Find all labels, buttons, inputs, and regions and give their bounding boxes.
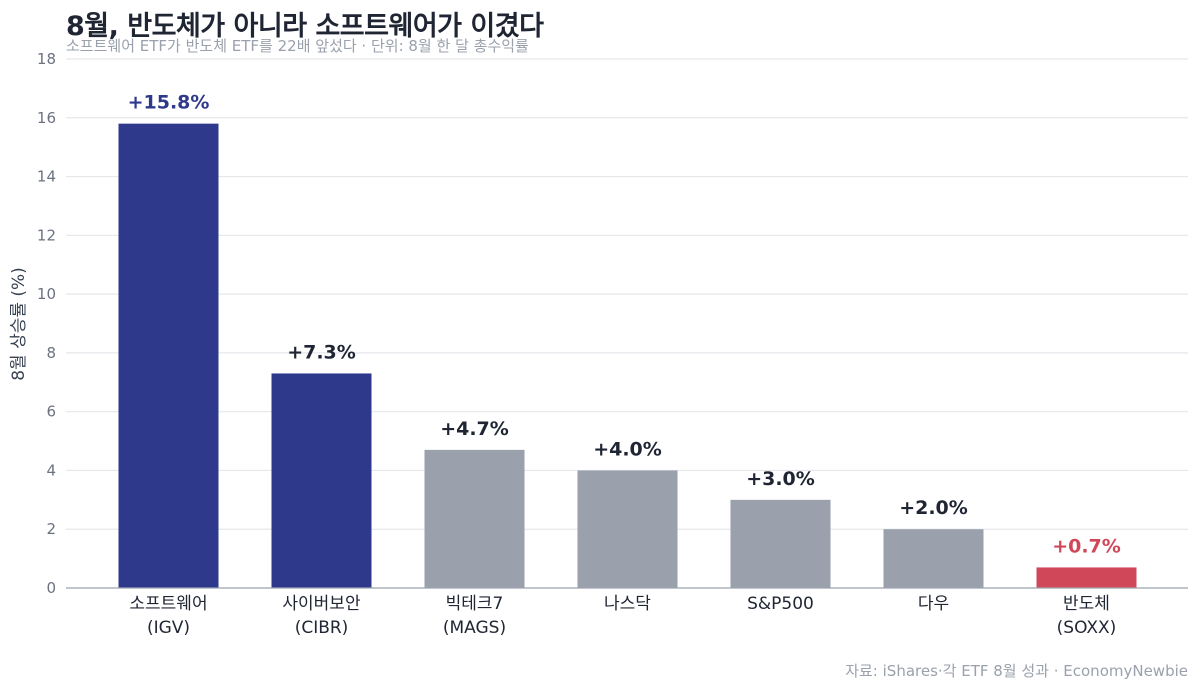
value-label: +4.7% [440, 418, 509, 440]
y-tick-label: 4 [46, 461, 56, 479]
category-sublabel: (SOXX) [1057, 618, 1117, 638]
y-tick-label: 6 [46, 403, 56, 421]
category-label: 다우 [918, 594, 949, 614]
bar [1036, 567, 1137, 588]
y-tick-label: 16 [37, 109, 56, 127]
source-note: 자료: iShares·각 ETF 8월 성과 · EconomyNewbie [845, 662, 1188, 680]
y-tick-label: 8 [46, 344, 56, 362]
bar [883, 529, 984, 588]
y-tick-label: 0 [46, 579, 56, 597]
value-label: +0.7% [1052, 535, 1121, 557]
category-sublabel: (CIBR) [295, 618, 349, 638]
y-axis-ticks: 0 2 4 6 8 10 12 14 16 18 [37, 50, 56, 597]
bar [118, 123, 219, 589]
category-label: 반도체 [1063, 594, 1110, 614]
value-label: +2.0% [899, 497, 968, 519]
bar [424, 449, 525, 588]
value-labels: +15.8% +7.3% +4.7% +4.0% +3.0% +2.0% +0.7% [128, 92, 1121, 558]
y-tick-label: 2 [46, 520, 56, 538]
category-label: 소프트웨어 [129, 594, 207, 614]
category-sublabel: (IGV) [147, 618, 190, 638]
bar [730, 499, 831, 588]
category-label: 나스닥 [604, 594, 651, 614]
y-tick-label: 14 [37, 168, 56, 186]
y-axis-label: 8월 상승률 (%) [9, 267, 29, 381]
bars [118, 123, 1137, 589]
y-tick-label: 12 [37, 226, 56, 244]
y-tick-label: 18 [37, 50, 56, 68]
value-label: +4.0% [593, 438, 662, 460]
y-tick-label: 10 [37, 285, 56, 303]
value-label: +7.3% [287, 341, 356, 363]
category-sublabel: (MAGS) [443, 618, 506, 638]
category-label: 사이버보안 [282, 594, 361, 614]
value-label: +15.8% [128, 92, 210, 114]
chart-title: 8월, 반도체가 아니라 소프트웨어가 이겼다 [66, 11, 544, 42]
bar [577, 470, 678, 588]
bar [271, 373, 372, 588]
category-label: S&P500 [747, 594, 814, 614]
category-label: 빅테크7 [446, 594, 504, 614]
value-label: +3.0% [746, 468, 815, 490]
category-labels: 소프트웨어 (IGV) 사이버보안 (CIBR) 빅테크7 (MAGS) 나스닥 S&P500… [129, 594, 1116, 638]
chart-subtitle: 소프트웨어 ETF가 반도체 ETF를 22배 앞섰다 · 단위: 8월 한 달… [66, 37, 529, 55]
